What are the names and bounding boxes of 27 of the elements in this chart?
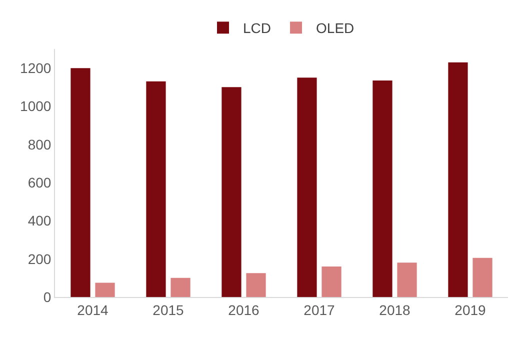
bar: [372, 80, 392, 297]
x-tick-label: 2015: [152, 302, 184, 318]
bar: [70, 68, 90, 297]
bar: [146, 81, 166, 297]
legend-label: OLED: [316, 20, 354, 36]
bar: [322, 266, 342, 297]
bar: [297, 78, 317, 297]
bar: [95, 282, 115, 297]
x-tick-label: 2018: [379, 302, 411, 318]
x-tick-label: 2014: [77, 302, 109, 318]
y-tick-label: 600: [28, 174, 52, 190]
legend-label: LCD: [243, 20, 272, 36]
y-tick-label: 200: [28, 250, 52, 267]
y-tick-label: 400: [28, 212, 52, 229]
x-tick-label: 2017: [304, 302, 336, 318]
bar: [246, 273, 266, 297]
y-tick-label: 0: [43, 288, 52, 305]
bar: [222, 87, 242, 297]
x-tick-label: 2019: [454, 302, 486, 318]
bar: [170, 278, 190, 297]
y-tick-label: 800: [28, 136, 52, 152]
y-tick-label: 1200: [20, 60, 52, 76]
y-tick-label: 1000: [20, 98, 52, 114]
bar: [397, 262, 417, 297]
bar: [472, 258, 492, 297]
bar: [448, 62, 468, 297]
x-tick-label: 2016: [228, 302, 260, 318]
